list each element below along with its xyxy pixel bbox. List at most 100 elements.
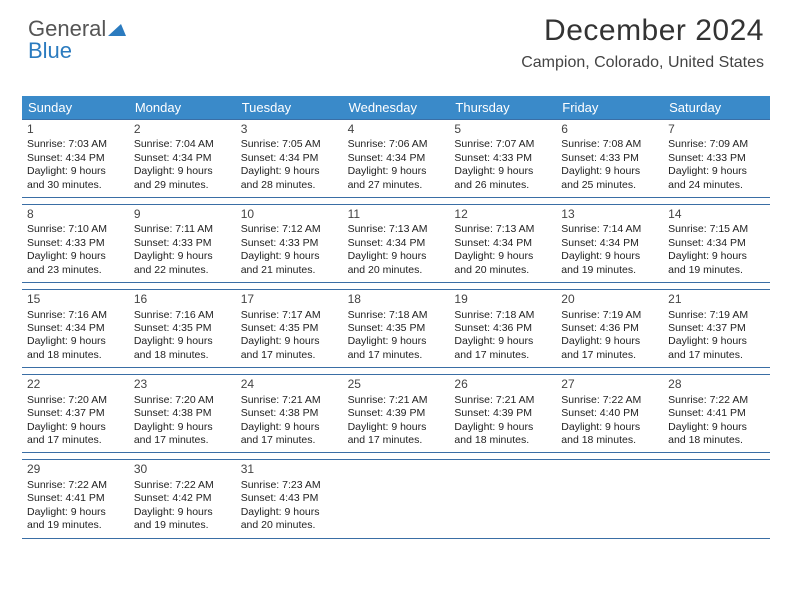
- day-number: 6: [561, 122, 658, 137]
- sunrise-line: Sunrise: 7:13 AM: [454, 223, 551, 236]
- daylight-line: Daylight: 9 hours and 18 minutes.: [134, 335, 231, 362]
- calendar-day: [449, 460, 556, 537]
- calendar-day: 25Sunrise: 7:21 AMSunset: 4:39 PMDayligh…: [343, 375, 450, 452]
- daylight-line: Daylight: 9 hours and 18 minutes.: [27, 335, 124, 362]
- sunrise-line: Sunrise: 7:08 AM: [561, 138, 658, 151]
- sunset-line: Sunset: 4:41 PM: [27, 492, 124, 505]
- day-number: 10: [241, 207, 338, 222]
- sunset-line: Sunset: 4:36 PM: [454, 322, 551, 335]
- sunrise-line: Sunrise: 7:18 AM: [454, 309, 551, 322]
- sunrise-line: Sunrise: 7:19 AM: [561, 309, 658, 322]
- calendar-day: 4Sunrise: 7:06 AMSunset: 4:34 PMDaylight…: [343, 120, 450, 197]
- calendar-day: 31Sunrise: 7:23 AMSunset: 4:43 PMDayligh…: [236, 460, 343, 537]
- daylight-line: Daylight: 9 hours and 24 minutes.: [668, 165, 765, 192]
- sunset-line: Sunset: 4:39 PM: [454, 407, 551, 420]
- sunrise-line: Sunrise: 7:16 AM: [134, 309, 231, 322]
- calendar-week: 29Sunrise: 7:22 AMSunset: 4:41 PMDayligh…: [22, 459, 770, 538]
- daylight-line: Daylight: 9 hours and 18 minutes.: [454, 421, 551, 448]
- day-number: 13: [561, 207, 658, 222]
- sunset-line: Sunset: 4:41 PM: [668, 407, 765, 420]
- weekday-header: Tuesday: [236, 96, 343, 119]
- calendar-day: 21Sunrise: 7:19 AMSunset: 4:37 PMDayligh…: [663, 290, 770, 367]
- sunrise-line: Sunrise: 7:13 AM: [348, 223, 445, 236]
- sunrise-line: Sunrise: 7:04 AM: [134, 138, 231, 151]
- daylight-line: Daylight: 9 hours and 28 minutes.: [241, 165, 338, 192]
- sunrise-line: Sunrise: 7:19 AM: [668, 309, 765, 322]
- sunrise-line: Sunrise: 7:10 AM: [27, 223, 124, 236]
- calendar-day: 17Sunrise: 7:17 AMSunset: 4:35 PMDayligh…: [236, 290, 343, 367]
- calendar-day: 16Sunrise: 7:16 AMSunset: 4:35 PMDayligh…: [129, 290, 236, 367]
- sunrise-line: Sunrise: 7:20 AM: [27, 394, 124, 407]
- sunset-line: Sunset: 4:43 PM: [241, 492, 338, 505]
- calendar-day: 18Sunrise: 7:18 AMSunset: 4:35 PMDayligh…: [343, 290, 450, 367]
- sunrise-line: Sunrise: 7:21 AM: [241, 394, 338, 407]
- daylight-line: Daylight: 9 hours and 27 minutes.: [348, 165, 445, 192]
- day-number: 15: [27, 292, 124, 307]
- calendar-day: 2Sunrise: 7:04 AMSunset: 4:34 PMDaylight…: [129, 120, 236, 197]
- day-number: 20: [561, 292, 658, 307]
- calendar-day: 27Sunrise: 7:22 AMSunset: 4:40 PMDayligh…: [556, 375, 663, 452]
- sunrise-line: Sunrise: 7:16 AM: [27, 309, 124, 322]
- sunset-line: Sunset: 4:42 PM: [134, 492, 231, 505]
- day-number: 5: [454, 122, 551, 137]
- sunset-line: Sunset: 4:36 PM: [561, 322, 658, 335]
- sunset-line: Sunset: 4:39 PM: [348, 407, 445, 420]
- day-number: 1: [27, 122, 124, 137]
- header: December 2024 Campion, Colorado, United …: [521, 14, 764, 72]
- daylight-line: Daylight: 9 hours and 26 minutes.: [454, 165, 551, 192]
- daylight-line: Daylight: 9 hours and 17 minutes.: [668, 335, 765, 362]
- calendar-day: 23Sunrise: 7:20 AMSunset: 4:38 PMDayligh…: [129, 375, 236, 452]
- sunrise-line: Sunrise: 7:07 AM: [454, 138, 551, 151]
- sunrise-line: Sunrise: 7:03 AM: [27, 138, 124, 151]
- sunrise-line: Sunrise: 7:22 AM: [134, 479, 231, 492]
- logo: General Blue: [28, 18, 126, 62]
- day-number: 26: [454, 377, 551, 392]
- calendar-day: 8Sunrise: 7:10 AMSunset: 4:33 PMDaylight…: [22, 205, 129, 282]
- calendar-day: 26Sunrise: 7:21 AMSunset: 4:39 PMDayligh…: [449, 375, 556, 452]
- daylight-line: Daylight: 9 hours and 17 minutes.: [454, 335, 551, 362]
- calendar-day: [556, 460, 663, 537]
- day-number: 16: [134, 292, 231, 307]
- calendar-day: 15 Sunrise: 7:16 AMSunset: 4:34 PMDayligh…: [22, 290, 129, 367]
- sunset-line: Sunset: 4:40 PM: [561, 407, 658, 420]
- daylight-line: Daylight: 9 hours and 19 minutes.: [27, 506, 124, 533]
- calendar-day: 28Sunrise: 7:22 AMSunset: 4:41 PMDayligh…: [663, 375, 770, 452]
- sunset-line: Sunset: 4:33 PM: [241, 237, 338, 250]
- sunrise-line: Sunrise: 7:15 AM: [668, 223, 765, 236]
- calendar-day: 7Sunrise: 7:09 AMSunset: 4:33 PMDaylight…: [663, 120, 770, 197]
- daylight-line: Daylight: 9 hours and 17 minutes.: [348, 421, 445, 448]
- logo-text-blue: Blue: [28, 38, 72, 63]
- daylight-line: Daylight: 9 hours and 17 minutes.: [241, 335, 338, 362]
- sunrise-line: Sunrise: 7:22 AM: [27, 479, 124, 492]
- sunrise-line: Sunrise: 7:09 AM: [668, 138, 765, 151]
- weekday-header: Saturday: [663, 96, 770, 119]
- sunrise-line: Sunrise: 7:06 AM: [348, 138, 445, 151]
- daylight-line: Daylight: 9 hours and 19 minutes.: [668, 250, 765, 277]
- daylight-line: Daylight: 9 hours and 29 minutes.: [134, 165, 231, 192]
- day-number: 31: [241, 462, 338, 477]
- sunset-line: Sunset: 4:34 PM: [454, 237, 551, 250]
- daylight-line: Daylight: 9 hours and 17 minutes.: [241, 421, 338, 448]
- daylight-line: Daylight: 9 hours and 23 minutes.: [27, 250, 124, 277]
- sunset-line: Sunset: 4:34 PM: [348, 152, 445, 165]
- day-number: 25: [348, 377, 445, 392]
- calendar-day: 12Sunrise: 7:13 AMSunset: 4:34 PMDayligh…: [449, 205, 556, 282]
- calendar-day: 24Sunrise: 7:21 AMSunset: 4:38 PMDayligh…: [236, 375, 343, 452]
- day-number: 11: [348, 207, 445, 222]
- daylight-line: Daylight: 9 hours and 25 minutes.: [561, 165, 658, 192]
- sunset-line: Sunset: 4:33 PM: [27, 237, 124, 250]
- calendar-day: [343, 460, 450, 537]
- day-number: 4: [348, 122, 445, 137]
- weekday-header: Wednesday: [343, 96, 450, 119]
- calendar-body: 1Sunrise: 7:03 AMSunset: 4:34 PMDaylight…: [22, 119, 770, 545]
- day-number: 23: [134, 377, 231, 392]
- daylight-line: Daylight: 9 hours and 20 minutes.: [348, 250, 445, 277]
- sunset-line: Sunset: 4:34 PM: [27, 322, 124, 335]
- sunrise-line: Sunrise: 7:22 AM: [561, 394, 658, 407]
- day-number: 29: [27, 462, 124, 477]
- day-number: 30: [134, 462, 231, 477]
- sunset-line: Sunset: 4:38 PM: [134, 407, 231, 420]
- calendar-day: 11Sunrise: 7:13 AMSunset: 4:34 PMDayligh…: [343, 205, 450, 282]
- sunset-line: Sunset: 4:33 PM: [134, 237, 231, 250]
- sunset-line: Sunset: 4:33 PM: [668, 152, 765, 165]
